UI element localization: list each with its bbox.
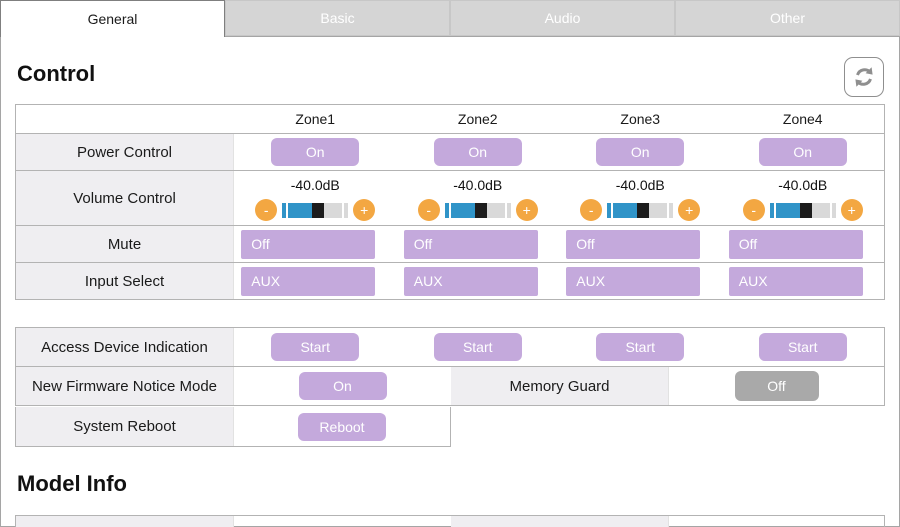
slider-handle[interactable] <box>474 202 487 218</box>
volume-zone1-minus-button[interactable]: - <box>255 199 278 221</box>
model-info-section-title: Model Info <box>17 471 127 496</box>
slider-right-cap <box>506 202 511 218</box>
zone1-header: Zone1 <box>295 111 336 127</box>
slider-right-cap <box>669 202 674 218</box>
input-zone3-select[interactable]: AUX <box>566 266 701 296</box>
slider-fill <box>288 202 313 218</box>
volume-zone3-slider[interactable] <box>607 202 674 218</box>
slider-handle[interactable] <box>312 202 325 218</box>
volume-zone1-plus-button[interactable]: + <box>353 199 376 221</box>
volume-zone2-slider[interactable] <box>444 202 511 218</box>
tab-general[interactable]: General <box>0 0 225 37</box>
slider-track <box>324 202 343 218</box>
access-device-row: Access Device Indication Start Start Sta… <box>16 328 884 366</box>
memory-guard-label: Memory Guard <box>451 367 669 405</box>
volume-zone4-plus-button[interactable]: + <box>840 199 863 221</box>
access-zone2-start-button[interactable]: Start <box>433 333 522 361</box>
power-control-label: Power Control <box>16 134 234 170</box>
misc-control-table: Access Device Indication Start Start Sta… <box>15 327 885 406</box>
slider-track <box>649 202 668 218</box>
slider-left-cap <box>607 202 612 218</box>
mute-zone1-select[interactable]: Off <box>241 229 376 259</box>
slider-left-cap <box>444 202 449 218</box>
mute-zone2-select[interactable]: Off <box>403 229 538 259</box>
input-zone1-select[interactable]: AUX <box>241 266 376 296</box>
volume-zone2: -40.0dB - + <box>397 171 560 225</box>
tab-bar: General Basic Audio Other <box>0 0 900 37</box>
slider-handle[interactable] <box>799 202 812 218</box>
tab-other[interactable]: Other <box>675 0 900 36</box>
system-reboot-button[interactable]: Reboot <box>298 412 386 441</box>
zone3-header: Zone3 <box>620 111 661 127</box>
access-zone3-start-button[interactable]: Start <box>596 333 685 361</box>
input-select-label: Input Select <box>16 263 234 299</box>
zone2-header: Zone2 <box>457 111 498 127</box>
slider-left-cap <box>769 202 774 218</box>
volume-zone1: -40.0dB - + <box>234 171 397 225</box>
volume-zone4-minus-button[interactable]: - <box>742 199 765 221</box>
slider-right-cap <box>831 202 836 218</box>
volume-zone1-value: -40.0dB <box>290 177 340 193</box>
volume-zone2-minus-button[interactable]: - <box>417 199 440 221</box>
slider-fill <box>450 202 475 218</box>
refresh-icon <box>855 67 873 87</box>
tab-audio[interactable]: Audio <box>450 0 675 36</box>
model-info-label-cell <box>451 516 669 527</box>
slider-right-cap <box>344 202 349 218</box>
firmware-memory-guard-row: New Firmware Notice Mode On Memory Guard… <box>16 366 884 405</box>
slider-track <box>811 202 830 218</box>
system-reboot-label: System Reboot <box>16 407 234 446</box>
input-zone2-select[interactable]: AUX <box>403 266 538 296</box>
access-device-label: Access Device Indication <box>16 328 234 366</box>
memory-guard-button[interactable]: Off <box>734 371 819 401</box>
mute-zone3-select[interactable]: Off <box>566 229 701 259</box>
power-control-row: Power Control On On On On <box>16 133 884 170</box>
refresh-button[interactable] <box>844 57 884 97</box>
control-table: Zone1 Zone2 Zone3 Zone4 Power Control On… <box>15 104 885 300</box>
zone-header-empty <box>16 105 234 133</box>
model-info-label-cell <box>16 516 234 527</box>
volume-zone2-value: -40.0dB <box>453 177 503 193</box>
zone-header-row: Zone1 Zone2 Zone3 Zone4 <box>16 105 884 133</box>
volume-zone2-plus-button[interactable]: + <box>515 199 538 221</box>
volume-zone3-minus-button[interactable]: - <box>580 199 603 221</box>
mute-zone4-select[interactable]: Off <box>728 229 863 259</box>
volume-control-label: Volume Control <box>16 171 234 225</box>
slider-left-cap <box>282 202 287 218</box>
mute-row: Mute Off Off Off Off <box>16 225 884 262</box>
volume-zone4: -40.0dB - + <box>722 171 885 225</box>
volume-zone4-slider[interactable] <box>769 202 836 218</box>
firmware-notice-button[interactable]: On <box>298 372 387 400</box>
volume-zone3-plus-button[interactable]: + <box>678 199 701 221</box>
model-info-value-cell <box>669 516 884 527</box>
model-info-value-cell <box>234 516 451 527</box>
volume-zone3: -40.0dB - + <box>559 171 722 225</box>
volume-zone4-value: -40.0dB <box>778 177 828 193</box>
zone4-header: Zone4 <box>782 111 823 127</box>
power-zone1-button[interactable]: On <box>271 138 360 166</box>
tab-panel-general: Control Zone1 Zone2 Zone3 Zone4 Pow <box>0 36 900 527</box>
power-zone3-button[interactable]: On <box>596 138 685 166</box>
input-select-row: Input Select AUX AUX AUX AUX <box>16 262 884 299</box>
input-zone4-select[interactable]: AUX <box>728 266 863 296</box>
volume-zone3-value: -40.0dB <box>615 177 665 193</box>
volume-zone1-slider[interactable] <box>282 202 349 218</box>
system-reboot-row: System Reboot Reboot <box>15 407 451 447</box>
mute-label: Mute <box>16 226 234 262</box>
access-zone1-start-button[interactable]: Start <box>271 333 360 361</box>
control-section-title: Control <box>17 61 96 86</box>
slider-fill <box>613 202 638 218</box>
firmware-notice-label: New Firmware Notice Mode <box>16 367 234 405</box>
slider-track <box>486 202 505 218</box>
tab-basic[interactable]: Basic <box>225 0 450 36</box>
slider-handle[interactable] <box>637 202 650 218</box>
access-zone4-start-button[interactable]: Start <box>758 333 847 361</box>
slider-fill <box>775 202 800 218</box>
model-info-table-partial <box>15 515 885 527</box>
power-zone2-button[interactable]: On <box>433 138 522 166</box>
volume-control-row: Volume Control -40.0dB - + <box>16 170 884 225</box>
power-zone4-button[interactable]: On <box>758 138 847 166</box>
